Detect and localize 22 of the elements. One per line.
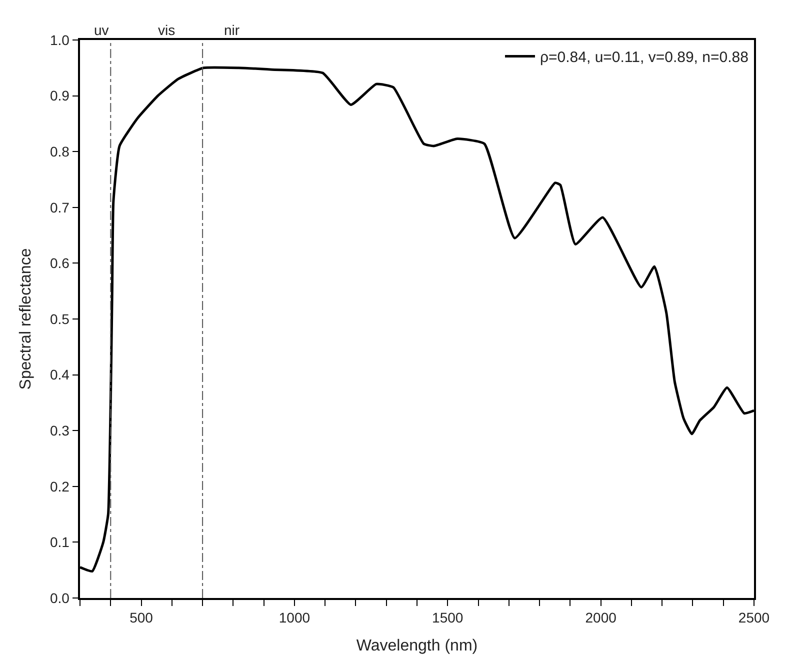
y-tick-label: 0.9 bbox=[50, 88, 70, 104]
y-tick-label: 0.2 bbox=[50, 478, 70, 494]
x-tick-label: 2000 bbox=[585, 610, 617, 626]
x-tick-label: 1000 bbox=[278, 610, 310, 626]
x-tick-label: 500 bbox=[130, 610, 154, 626]
y-tick-label: 0.4 bbox=[50, 366, 70, 383]
y-tick-label: 0.8 bbox=[50, 144, 70, 160]
y-tick-label: 0.0 bbox=[50, 590, 70, 606]
y-axis-title: Spectral reflectance bbox=[17, 248, 34, 390]
y-tick-label: 0.6 bbox=[50, 255, 70, 272]
x-tick-label: 1500 bbox=[432, 610, 464, 626]
text: uv bbox=[94, 22, 109, 38]
x-tick-label: 2500 bbox=[738, 610, 770, 626]
text: vis bbox=[158, 22, 176, 38]
x-axis-title: Wavelength (nm) bbox=[356, 638, 478, 655]
y-tick-label: 0.5 bbox=[50, 310, 70, 327]
y-tick-label: 0.7 bbox=[50, 199, 70, 216]
text: nir bbox=[224, 22, 240, 38]
y-tick-label: 1.0 bbox=[50, 32, 70, 48]
y-tick-label: 0.1 bbox=[50, 534, 70, 550]
y-tick-label: 0.3 bbox=[50, 422, 70, 438]
legend-label: ρ=0.84, u=0.11, v=0.89, n=0.88 bbox=[540, 49, 748, 66]
